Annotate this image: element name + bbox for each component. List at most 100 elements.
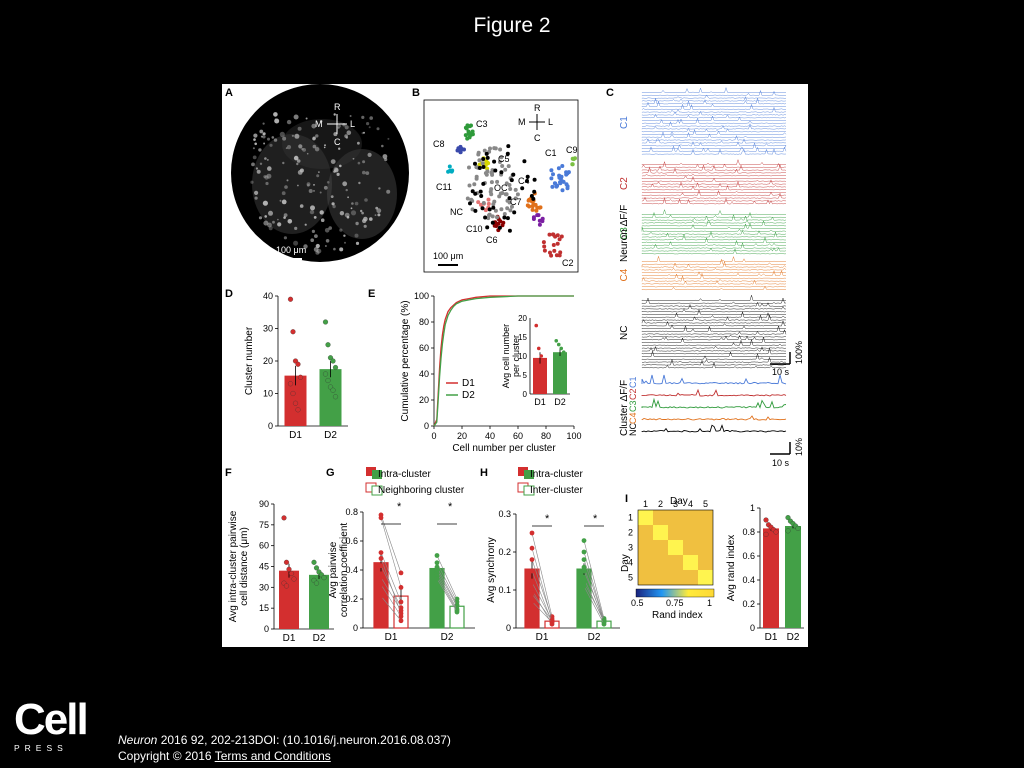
cell-body: [345, 136, 348, 139]
data-point: [313, 565, 320, 571]
cell-dot: [558, 250, 563, 255]
cell-body: [387, 137, 390, 140]
heatmap-cell: [638, 540, 653, 555]
cell-dot: [513, 187, 518, 192]
cell-body: [360, 209, 363, 213]
cell-body: [338, 147, 341, 150]
cell-body: [361, 211, 364, 215]
y-tick-label: 0.4: [345, 565, 358, 575]
x-tick-label: 80: [541, 431, 551, 441]
heatmap-cell: [653, 525, 668, 540]
y-tick-label: 0: [264, 624, 269, 634]
cell-body: [369, 116, 373, 120]
y-tick-label: 0: [424, 421, 429, 431]
compass-b-left: M: [518, 117, 526, 127]
cell-body: [250, 180, 254, 184]
data-point: [581, 564, 587, 570]
neuron-ylabel: Neuron ΔF/F: [619, 205, 630, 262]
cell-body: [344, 212, 350, 218]
cell-dot: [555, 241, 560, 246]
bar: [309, 574, 329, 629]
y-axis-label: Avg pairwise: [328, 541, 339, 598]
colorbar-tick-2: 1: [707, 598, 712, 608]
neuron-trace: [641, 128, 787, 136]
time-scale-2: 10 s: [772, 458, 790, 468]
neuron-trace: [641, 188, 787, 196]
data-point: [529, 599, 535, 604]
x-tick-label: 0: [431, 431, 436, 441]
neuron-trace: [641, 145, 787, 152]
heatmap-cell: [668, 540, 683, 555]
x-tick-label: D2: [324, 430, 337, 441]
cell-body: [313, 184, 315, 186]
cell-body: [252, 147, 255, 150]
pair-line: [380, 552, 402, 603]
cell-dot: [489, 170, 494, 175]
cell-body: [354, 201, 359, 206]
heatmap-cell: [683, 510, 698, 525]
cluster-scale: 10%: [794, 438, 804, 456]
inset-y-tick-label: 20: [518, 314, 527, 323]
cell-dot: [493, 168, 498, 173]
cell-dot: [525, 179, 529, 183]
cell-press-logo: Cell PRESS: [14, 695, 89, 754]
neuron-trace: [641, 274, 787, 282]
cell-body: [293, 240, 299, 246]
heatmap-cell: [653, 540, 668, 555]
cell-dot: [479, 202, 483, 207]
data-point: [283, 559, 290, 565]
data-point: [581, 538, 587, 543]
cell-body: [266, 158, 269, 161]
cell-body: [361, 115, 365, 119]
cell-body: [264, 157, 267, 160]
pair-line: [380, 577, 402, 611]
cell-body: [282, 136, 287, 141]
cell-body: [346, 130, 352, 135]
cell-body: [319, 210, 324, 215]
scale-label-b: 100 μm: [433, 251, 463, 261]
cell-body: [262, 133, 265, 136]
data-point: [398, 570, 404, 576]
panel-letter-i: I: [625, 493, 628, 505]
cell-body: [333, 247, 336, 251]
cell-dot: [485, 169, 490, 174]
cell-dot: [490, 214, 495, 219]
scale-cluster-c: [770, 442, 791, 455]
neuron-trace: [641, 286, 787, 288]
cell-dot: [484, 172, 489, 177]
y-axis-label: Avg rand index: [726, 535, 737, 602]
cell-dot: [462, 147, 466, 152]
y-axis-label: Avg synchrony: [486, 537, 497, 602]
neuron-trace: [641, 319, 787, 327]
cell-dot: [481, 165, 486, 169]
cell-dot: [510, 204, 514, 209]
data-point: [311, 559, 317, 565]
slide-title: Figure 2: [473, 14, 551, 37]
neuron-trace: [641, 197, 787, 205]
cell-body: [274, 118, 277, 121]
y-tick-label: 0.6: [345, 536, 358, 546]
cell-body: [323, 146, 326, 149]
microscope-image: R M L C 100 μm: [231, 84, 409, 262]
legend-swatch: [518, 467, 528, 476]
neuron-trace: [641, 147, 787, 155]
terms-link[interactable]: Terms and Conditions: [214, 749, 331, 763]
pair-line: [531, 601, 553, 623]
cell-body: [313, 247, 319, 252]
data-point: [434, 560, 440, 566]
cell-dot: [469, 123, 473, 128]
cell-dot: [495, 215, 499, 220]
logo-word: Cell: [14, 695, 89, 744]
data-point: [529, 591, 535, 597]
cell-dot: [465, 196, 470, 201]
cell-dot: [472, 182, 477, 187]
cell-body: [251, 162, 255, 167]
cell-dot: [520, 186, 525, 191]
cell-dot: [491, 205, 496, 210]
cell-body: [299, 168, 304, 173]
data-point: [434, 553, 440, 558]
neuron-trace: [641, 241, 787, 249]
inset-point: [556, 358, 561, 362]
legend-g-1: Neighboring cluster: [378, 485, 465, 496]
